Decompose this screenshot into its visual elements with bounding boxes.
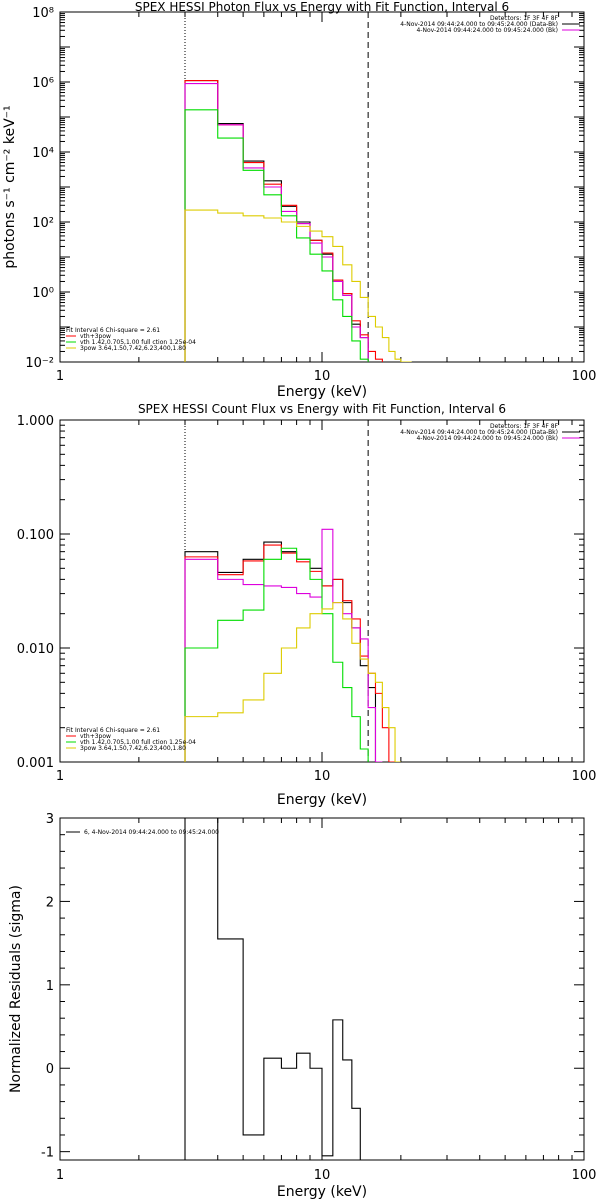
series-line-1 bbox=[184, 80, 369, 362]
legend-left-entry: vth 1.42,0.705,1.00 full ction 1.25e-04 bbox=[80, 339, 196, 346]
y-axis-label: Normalized Residuals (sigma) bbox=[8, 885, 24, 1093]
series-line-4 bbox=[184, 547, 369, 762]
y-tick-label: 10⁶ bbox=[32, 76, 54, 91]
legend-right-entry: Detectors: 1F 3F 4F 8F bbox=[490, 15, 559, 22]
chart-title: SPEX HESSI Photon Flux vs Energy with Fi… bbox=[135, 0, 509, 14]
plot-frame bbox=[59, 11, 585, 363]
y-axis-label: photons s⁻¹ cm⁻² keV⁻¹ bbox=[2, 105, 18, 268]
chart-panel-1: 1 10 100 10⁻² 10⁰ 10² 10⁴ 10⁶ 10⁸ SPEX HESSI Phot… bbox=[2, 0, 596, 400]
legend-left-entry: Fit Interval 6 Chi-square = 2.61 bbox=[66, 727, 160, 734]
legend-right-entry: Detectors: 1F 3F 4F 8F bbox=[490, 423, 559, 430]
legend-left-entry: 3pow 3.64,1.50,7.42,6.23,400,1.80 bbox=[80, 745, 186, 752]
legend-right-entry: 4-Nov-2014 09:44:24.000 to 09:45:24.000 … bbox=[416, 27, 558, 34]
legend-left-entry: vth 1.42,0.705,1.00 full ction 1.25e-04 bbox=[80, 739, 196, 746]
y-tick-label: 10⁸ bbox=[32, 6, 54, 21]
x-tick-label: 100 bbox=[572, 1168, 597, 1183]
x-axis-label: Energy (keV) bbox=[277, 792, 367, 808]
x-tick-label: 10 bbox=[314, 1168, 331, 1183]
x-tick-label: 1 bbox=[56, 1168, 64, 1183]
series-line-4 bbox=[184, 109, 369, 362]
legend-left-entry: vth+3pow bbox=[80, 733, 111, 740]
series-line-5 bbox=[184, 209, 412, 362]
y-tick-label: 2 bbox=[46, 895, 54, 910]
legend-right-entry: 4-Nov-2014 09:44:24.000 to 09:45:24.000 … bbox=[416, 435, 558, 442]
x-tick-label: 1 bbox=[56, 369, 64, 384]
y-tick-label: 10⁰ bbox=[32, 286, 54, 301]
y-tick-label: -1 bbox=[41, 1146, 54, 1161]
y-tick-label: 1.000 bbox=[17, 414, 54, 429]
y-tick-label: 0.001 bbox=[17, 756, 54, 771]
x-tick-label: 10 bbox=[314, 369, 331, 384]
x-tick-label: 1 bbox=[56, 769, 64, 784]
series-line-2 bbox=[184, 544, 396, 762]
series-line-3 bbox=[184, 528, 383, 762]
y-tick-label: 0.010 bbox=[17, 642, 54, 657]
x-tick-label: 100 bbox=[572, 769, 597, 784]
series-line-5 bbox=[184, 602, 401, 762]
series-line-1 bbox=[184, 818, 361, 1160]
x-axis-label: Energy (keV) bbox=[277, 384, 367, 400]
legend-left-entry: 6, 4-Nov-2014 09:44:24.000 to 09:45:24.0… bbox=[84, 829, 219, 836]
legend-left-entry: vth+3pow bbox=[80, 333, 111, 340]
x-axis-label: Energy (keV) bbox=[277, 1184, 367, 1200]
y-tick-label: 3 bbox=[46, 812, 54, 827]
y-tick-label: 0 bbox=[46, 1062, 54, 1077]
y-tick-label: 10⁻² bbox=[25, 356, 54, 371]
chart-panel-2: 1 10 100 0.001 0.010 0.100 1.000 SPEX HESSI Cou… bbox=[17, 402, 597, 808]
series-line-3 bbox=[184, 83, 369, 362]
series-line-1 bbox=[184, 541, 377, 762]
x-tick-label: 10 bbox=[314, 769, 331, 784]
series-line-2 bbox=[184, 80, 383, 362]
y-tick-label: 10⁴ bbox=[32, 146, 54, 161]
chart-panel-3: 1 10 100 -1 0 1 2 3 Energy (keV) Normalized Resid… bbox=[8, 812, 596, 1200]
x-tick-label: 100 bbox=[572, 369, 597, 384]
y-tick-label: 0.100 bbox=[17, 528, 54, 543]
legend-right-entry: 4-Nov-2014 09:44:24.000 to 09:45:24.000 … bbox=[400, 429, 558, 436]
chart-title: SPEX HESSI Count Flux vs Energy with Fit… bbox=[138, 402, 506, 416]
legend-left-entry: 3pow 3.64,1.50,7.42,6.23,400,1.80 bbox=[80, 345, 186, 352]
y-tick-label: 10² bbox=[32, 216, 54, 231]
y-tick-label: 1 bbox=[46, 979, 54, 994]
legend-left-entry: Fit Interval 6 Chi-square = 2.61 bbox=[66, 327, 160, 334]
legend-right-entry: 4-Nov-2014 09:44:24.000 to 09:45:24.000 … bbox=[400, 21, 558, 28]
